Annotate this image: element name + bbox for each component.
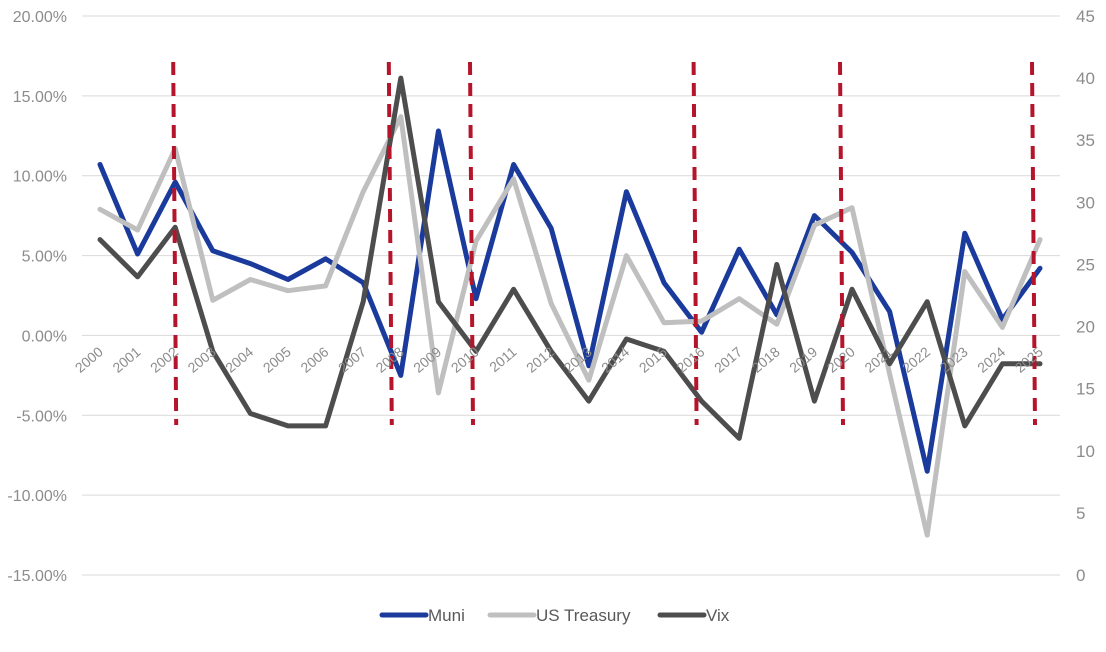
dashed-line-2020 bbox=[838, 61, 845, 426]
legend-label-vix: Vix bbox=[706, 606, 730, 625]
x-tick-label: 2022 bbox=[899, 343, 933, 375]
y-left-tick-label: 0.00% bbox=[22, 328, 67, 345]
dashed-line-2008 bbox=[386, 61, 394, 426]
y-right-tick-label: 20 bbox=[1076, 318, 1095, 337]
x-tick-label: 2014 bbox=[598, 343, 632, 375]
left-axis: -15.00% -10.00% -5.00% 0.00% 5.00% 10.00% 15.0… bbox=[7, 9, 67, 585]
right-axis: 0 5 10 15 20 25 30 35 40 45 bbox=[1076, 7, 1095, 585]
x-tick-label: 2011 bbox=[486, 343, 520, 375]
dashed-line-2016 bbox=[691, 61, 699, 426]
x-tick-label: 2016 bbox=[673, 343, 707, 375]
y-right-tick-label: 45 bbox=[1076, 7, 1095, 26]
y-right-tick-label: 0 bbox=[1076, 566, 1085, 585]
y-left-tick-label: 5.00% bbox=[22, 249, 67, 266]
y-right-tick-label: 35 bbox=[1076, 131, 1095, 150]
x-tick-label: 2024 bbox=[974, 343, 1008, 375]
x-tick-label: 2018 bbox=[749, 343, 783, 375]
y-left-tick-label: 15.00% bbox=[13, 89, 67, 106]
annotation-layer bbox=[171, 61, 1037, 426]
dashed-line-2002 bbox=[171, 61, 179, 426]
legend-label-muni: Muni bbox=[428, 606, 465, 625]
x-tick-label: 2005 bbox=[260, 343, 294, 375]
series-line-us-treasury bbox=[97, 114, 1043, 538]
y-left-tick-label: -15.00% bbox=[7, 568, 67, 585]
dashed-line-2010 bbox=[468, 61, 475, 426]
legend-label-us-treasury: US Treasury bbox=[536, 606, 631, 625]
y-left-tick-label: -10.00% bbox=[7, 488, 67, 505]
y-right-tick-label: 40 bbox=[1076, 69, 1095, 88]
x-tick-label: 2006 bbox=[297, 343, 331, 375]
y-right-tick-label: 30 bbox=[1076, 193, 1095, 212]
y-left-tick-label: 10.00% bbox=[13, 169, 67, 186]
x-tick-label: 2015 bbox=[636, 343, 670, 375]
x-tick-label: 2019 bbox=[786, 343, 820, 375]
x-tick-label: 2009 bbox=[410, 343, 444, 375]
series-layer bbox=[97, 75, 1043, 538]
dashed-line-2025 bbox=[1030, 61, 1037, 426]
x-tick-label: 2001 bbox=[109, 343, 143, 375]
x-tick-label: 2002 bbox=[147, 343, 181, 375]
x-tick-label: 2000 bbox=[72, 343, 106, 375]
x-tick-label: 2004 bbox=[222, 343, 256, 375]
y-right-tick-label: 10 bbox=[1076, 442, 1095, 461]
y-right-tick-label: 25 bbox=[1076, 255, 1095, 274]
legend: Muni US Treasury Vix bbox=[379, 606, 730, 625]
x-tick-label: 2007 bbox=[335, 343, 369, 375]
x-tick-label: 2020 bbox=[824, 343, 858, 375]
x-tick-label: 2017 bbox=[711, 343, 745, 375]
series-line-vix bbox=[97, 75, 1043, 441]
y-right-tick-label: 15 bbox=[1076, 380, 1095, 399]
grid-layer bbox=[82, 15, 1060, 576]
y-right-tick-label: 5 bbox=[1076, 504, 1085, 523]
series-line-muni bbox=[97, 128, 1043, 474]
y-left-tick-label: 20.00% bbox=[13, 9, 67, 26]
x-tick-label: 2025 bbox=[1012, 343, 1046, 375]
y-left-tick-label: -5.00% bbox=[16, 408, 67, 425]
